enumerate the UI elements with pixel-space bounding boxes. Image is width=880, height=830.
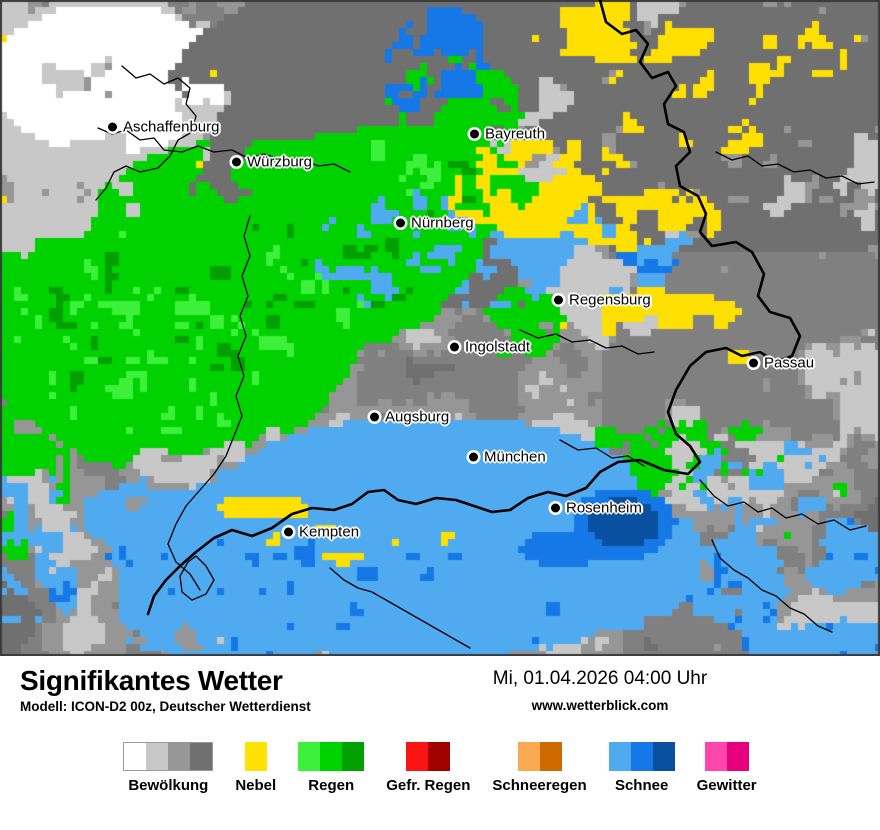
city-marker: Bayreuth (470, 126, 545, 143)
snow-swatch (608, 742, 675, 771)
legend-color-chip (539, 742, 562, 771)
footer-header: Signifikantes Wetter Modell: ICON-D2 00z… (0, 656, 880, 722)
legend-color-chip (630, 742, 653, 771)
city-dot-icon (551, 503, 560, 513)
legend-color-chip (298, 742, 321, 771)
legend-label: Bewölkung (128, 777, 209, 794)
legend-color-chip (517, 742, 540, 771)
city-label: Passau (764, 354, 815, 372)
sleet-swatch (517, 742, 562, 771)
city-marker: Passau (749, 355, 814, 372)
city-dot-icon (554, 295, 563, 305)
city-label: Aschaffenburg (123, 118, 220, 136)
site-url: www.wetterblick.com (531, 698, 669, 713)
legend-item: Schnee (608, 742, 675, 794)
legend-label: Schnee (614, 777, 669, 794)
legend-color-chip (244, 742, 267, 771)
city-dot-icon (396, 218, 405, 228)
legend-color-chip (190, 743, 213, 770)
legend-item: Gewitter (697, 742, 757, 794)
city-label: Bayreuth (485, 125, 546, 143)
city-marker: Augsburg (370, 409, 449, 426)
city-marker: Rosenheim (551, 500, 642, 517)
legend-item: Gefr. Regen (386, 742, 470, 794)
city-marker: Ingolstadt (450, 339, 530, 356)
city-dot-icon (284, 527, 293, 537)
legend-color-chip (704, 742, 727, 771)
city-dot-icon (450, 342, 459, 352)
legend-color-chip (608, 742, 631, 771)
legend-color-chip (406, 742, 429, 771)
city-marker: Aschaffenburg (108, 119, 219, 136)
meta-block: Mi, 01.04.2026 04:00 Uhr www.wetterblick… (320, 668, 880, 713)
legend-color-chip (320, 742, 343, 771)
legend-color-chip (168, 743, 191, 770)
legend-color-chip (146, 743, 169, 770)
city-label: Augsburg (385, 408, 450, 426)
legend-label: Schneeregen (492, 777, 587, 794)
legend-color-chip (726, 742, 749, 771)
rain-swatch (298, 742, 365, 771)
legend: Bewölkung Nebel Regen Gefr. Regen Schneerege… (0, 742, 880, 794)
page-title: Signifikantes Wetter (20, 665, 283, 696)
city-label: Würzburg (247, 153, 313, 171)
legend-color-chip (124, 743, 147, 770)
city-dot-icon (470, 129, 479, 139)
legend-item: Schneeregen (492, 742, 587, 794)
city-dot-icon (469, 452, 478, 462)
city-label: Rosenheim (566, 499, 642, 517)
city-marker: München (469, 449, 546, 466)
city-marker: Würzburg (232, 154, 312, 171)
legend-color-chip (342, 742, 365, 771)
valid-time: Mi, 01.04.2026 04:00 Uhr (492, 668, 708, 689)
model-subtitle: Modell: ICON-D2 00z, Deutscher Wetterdie… (20, 699, 311, 715)
legend-label: Gefr. Regen (386, 777, 471, 794)
city-dot-icon (370, 412, 379, 422)
legend-label: Nebel (235, 777, 277, 794)
legend-label: Gewitter (696, 777, 757, 794)
city-label: München (484, 448, 546, 466)
thunderstorm-swatch (704, 742, 749, 771)
legend-item: Regen (298, 742, 365, 794)
city-label: Regensburg (569, 291, 651, 309)
city-label: Nürnberg (411, 214, 474, 232)
freezing-rain-swatch (406, 742, 451, 771)
city-marker: Regensburg (554, 292, 651, 309)
title-block: Signifikantes Wetter Modell: ICON-D2 00z… (20, 665, 311, 715)
footer: Signifikantes Wetter Modell: ICON-D2 00z… (0, 656, 880, 830)
city-labels-layer: Aschaffenburg Würzburg Bayreuth Nürnberg Reg… (108, 119, 814, 541)
legend-label: Regen (308, 777, 355, 794)
cloud-cover-swatch (123, 742, 214, 771)
weather-map[interactable]: Aschaffenburg Würzburg Bayreuth Nürnberg Reg… (0, 0, 880, 656)
city-dot-icon (108, 122, 117, 132)
city-label: Ingolstadt (465, 338, 531, 356)
legend-color-chip (428, 742, 451, 771)
legend-item: Bewölkung (123, 742, 214, 794)
city-label: Kempten (299, 523, 360, 541)
fog-swatch (244, 742, 267, 771)
city-marker: Kempten (284, 524, 359, 541)
city-dot-icon (232, 157, 241, 167)
city-marker: Nürnberg (396, 215, 474, 232)
city-dot-icon (749, 358, 758, 368)
legend-color-chip (652, 742, 675, 771)
legend-item: Nebel (235, 742, 276, 794)
